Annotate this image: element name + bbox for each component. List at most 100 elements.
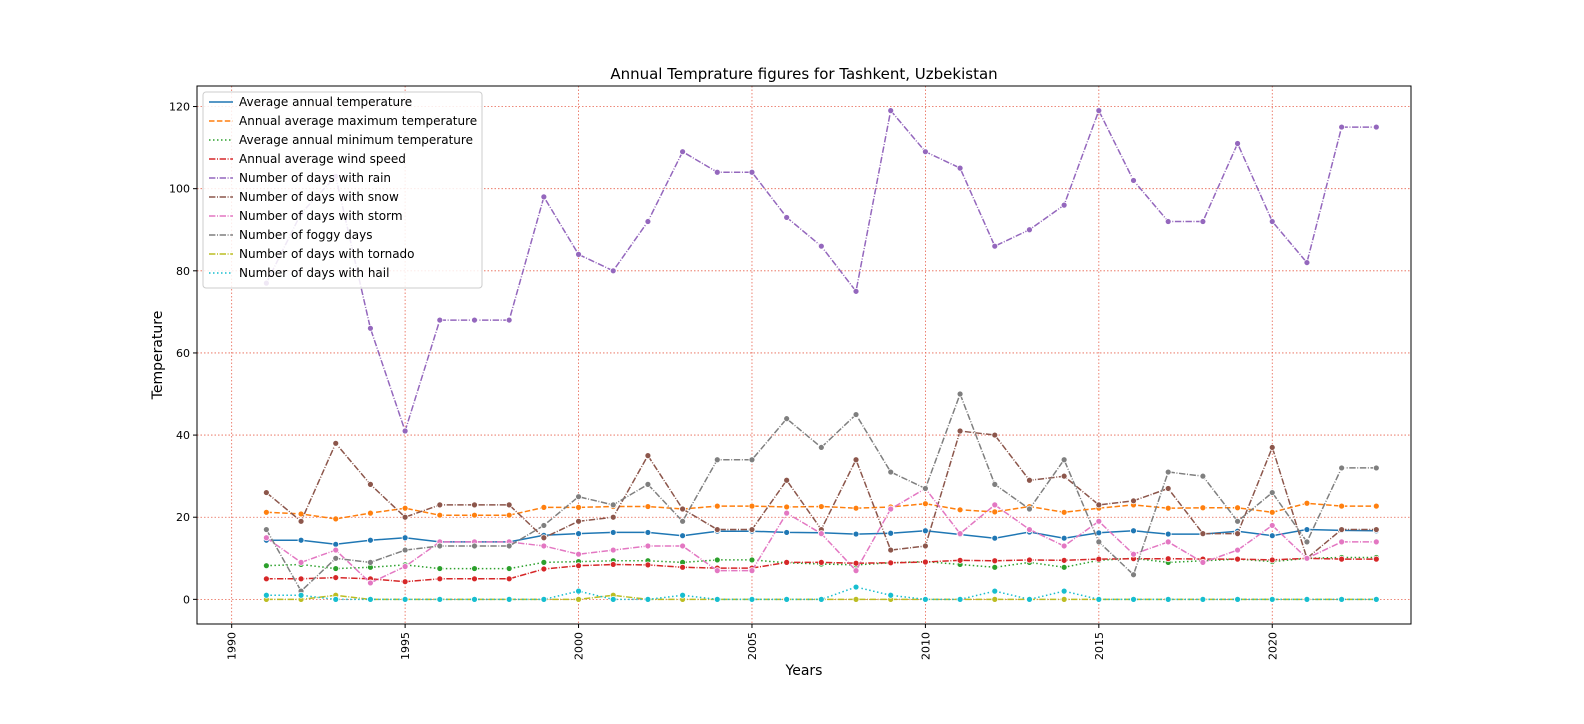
data-point: [505, 595, 513, 603]
data-point: [748, 595, 756, 603]
data-point: [679, 505, 686, 513]
data-point: [540, 193, 548, 201]
legend-label: Number of foggy days: [239, 228, 372, 242]
x-tick-label: 2020: [1266, 632, 1279, 660]
data-point: [1338, 123, 1346, 131]
data-point: [367, 579, 374, 587]
data-point: [297, 536, 305, 544]
data-point: [1234, 546, 1241, 554]
data-point: [297, 591, 305, 599]
legend-label: Average annual minimum temperature: [239, 133, 473, 147]
data-point: [679, 591, 686, 599]
data-point: [644, 542, 652, 550]
legend-label: Number of days with tornado: [239, 247, 415, 261]
y-tick-label: 120: [169, 101, 190, 114]
legend-label: Number of days with snow: [239, 190, 399, 204]
data-point: [262, 591, 270, 599]
data-point: [540, 522, 548, 529]
series-number-of-foggy-days: [262, 390, 1380, 595]
data-point: [332, 565, 340, 572]
data-point: [1095, 529, 1103, 537]
data-point: [1338, 538, 1346, 546]
data-point: [332, 554, 340, 562]
data-point: [575, 250, 582, 258]
data-point: [1164, 485, 1172, 492]
data-point: [401, 534, 409, 542]
data-point: [922, 500, 929, 508]
data-point: [367, 558, 374, 566]
data-point: [332, 595, 340, 603]
data-point: [609, 513, 617, 521]
data-point: [297, 510, 305, 518]
data-point: [332, 574, 340, 581]
data-point: [609, 267, 617, 275]
data-point: [1199, 530, 1207, 538]
data-point: [1095, 501, 1103, 509]
data-point: [471, 575, 478, 583]
data-point: [991, 587, 999, 595]
data-point: [367, 324, 374, 332]
data-point: [748, 456, 756, 464]
data-point: [1060, 472, 1068, 480]
data-point: [1060, 556, 1068, 564]
y-tick-label: 40: [176, 429, 190, 442]
data-point: [1164, 538, 1172, 546]
data-point: [1164, 595, 1172, 603]
data-point: [852, 567, 860, 575]
legend-item: Number of days with tornado: [209, 247, 415, 261]
y-tick-label: 60: [176, 347, 190, 360]
data-point: [922, 485, 929, 492]
data-point: [713, 168, 721, 176]
data-point: [644, 480, 652, 488]
data-point: [644, 595, 652, 603]
data-point: [367, 536, 374, 544]
data-point: [1199, 558, 1207, 566]
data-point: [1060, 595, 1068, 603]
data-point: [505, 575, 513, 583]
data-point: [332, 546, 340, 554]
data-point: [471, 511, 478, 519]
data-point: [991, 508, 999, 516]
data-point: [1199, 595, 1207, 603]
data-point: [1303, 259, 1311, 266]
data-point: [401, 546, 409, 554]
data-point: [471, 316, 478, 324]
data-point: [1095, 107, 1103, 115]
data-point: [852, 530, 860, 538]
data-point: [922, 558, 929, 566]
data-point: [783, 529, 791, 536]
data-point: [1164, 218, 1172, 225]
data-point: [575, 562, 582, 570]
data-point: [436, 595, 444, 603]
data-point: [1303, 595, 1311, 603]
data-point: [505, 316, 513, 324]
data-point: [505, 501, 513, 509]
data-point: [1026, 476, 1033, 484]
x-tick-label: 2005: [746, 632, 759, 660]
data-point: [817, 558, 825, 566]
data-point: [1372, 555, 1380, 563]
data-point: [1060, 563, 1068, 571]
data-point: [991, 242, 999, 250]
data-point: [644, 218, 652, 225]
axis-ticks: 1990 1995 2000 2005 2010 2015 2020 0 20 40 60 80 100…: [169, 101, 1279, 660]
legend-label: Number of days with storm: [239, 209, 403, 223]
data-point: [540, 558, 548, 566]
data-point: [1130, 550, 1137, 558]
data-point: [575, 517, 582, 525]
data-point: [991, 501, 999, 509]
data-point: [1060, 534, 1068, 542]
data-point: [540, 534, 548, 542]
data-point: [471, 542, 478, 550]
data-point: [852, 287, 860, 295]
legend-item: Number of days with rain: [209, 171, 391, 185]
data-point: [1130, 497, 1137, 505]
data-point: [991, 534, 999, 542]
legend-item: Average annual temperature: [209, 95, 412, 109]
data-point: [609, 529, 617, 536]
data-point: [852, 456, 860, 464]
data-point: [575, 595, 582, 603]
data-point: [1372, 538, 1380, 546]
data-point: [609, 595, 617, 603]
legend-item: Annual average wind speed: [209, 152, 406, 166]
